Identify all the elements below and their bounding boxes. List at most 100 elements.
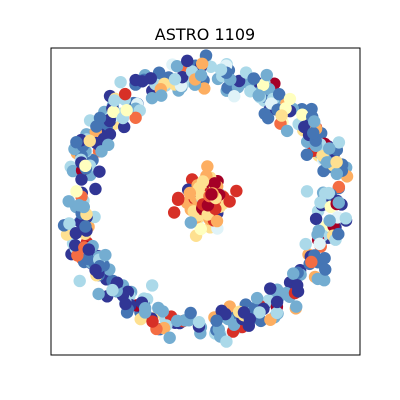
scatter-point (280, 124, 294, 138)
scatter-point (156, 305, 170, 318)
scatter-point (108, 94, 121, 107)
scatter-point (332, 227, 345, 241)
scatter-point (260, 68, 273, 82)
scatter-point (270, 306, 284, 320)
scatter-point (210, 314, 223, 327)
scatter-point (201, 160, 214, 173)
scatter-point (339, 212, 353, 225)
scatter-point (296, 108, 309, 121)
scatter-point (90, 120, 103, 133)
scatter-point (290, 300, 303, 313)
scatter-point (272, 88, 286, 101)
scatter-point (120, 104, 133, 117)
scatter-point (79, 220, 92, 233)
scatter-point (270, 295, 284, 309)
scatter-point (287, 267, 300, 280)
scatter-point (198, 82, 211, 95)
scatter-point (300, 148, 314, 161)
scatter-point (311, 272, 324, 286)
scatter-point (220, 335, 233, 348)
scatter-point (291, 279, 304, 292)
scatter-point (163, 331, 176, 344)
scatter-point (332, 180, 346, 194)
scatter-point (70, 135, 83, 149)
scatter-point (307, 126, 320, 140)
scatter-point (314, 196, 327, 209)
scatter-point (181, 54, 194, 68)
scatter-point (223, 195, 236, 208)
scatter-point (102, 138, 115, 152)
scatter-point (230, 184, 243, 198)
scatter-point (264, 282, 277, 295)
scatter-point (118, 87, 132, 101)
scatter-point (330, 167, 344, 181)
scatter-point (214, 63, 228, 76)
scatter-point (170, 314, 184, 328)
scatter-point (99, 248, 112, 262)
scatter-point (332, 136, 346, 149)
scatter-point (300, 185, 314, 198)
scatter-point (129, 111, 142, 124)
chart-title: ASTRO 1109 (155, 25, 255, 44)
scatter-point (210, 214, 224, 228)
scatter-point (192, 315, 206, 329)
scatter-point (208, 177, 221, 190)
scatter-point (319, 263, 332, 276)
scatter-point (247, 72, 261, 85)
scatter-point (89, 182, 102, 196)
scatter-point (252, 89, 265, 102)
scatter-point (168, 73, 182, 86)
scatter-point (145, 279, 159, 292)
scatter-point (70, 185, 83, 198)
scatter-point (299, 237, 312, 251)
scatter-point (77, 200, 91, 214)
scatter-point (219, 307, 232, 321)
scatter-point (92, 287, 105, 301)
scatter-points (57, 49, 354, 348)
scatter-point (201, 199, 215, 212)
scatter-point (194, 69, 208, 82)
scatter-point (320, 156, 334, 169)
scatter-point (318, 252, 331, 265)
scatter-point (253, 306, 266, 319)
scatter-point (66, 164, 80, 178)
scatter-point (172, 191, 185, 205)
scatter-point (305, 255, 318, 269)
scatter-point (237, 306, 251, 319)
scatter-point (62, 195, 75, 208)
scatter-point (155, 89, 168, 102)
scatter-point (194, 222, 207, 236)
plot-area-frame (50, 47, 361, 356)
scatter-point (332, 196, 345, 209)
scatter-point (63, 217, 76, 230)
scatter-point (283, 92, 297, 106)
scatter-point (298, 120, 311, 134)
scatter-point (119, 297, 132, 311)
scatter-point (184, 306, 197, 320)
scatter-point (79, 159, 92, 173)
scatter-point (280, 286, 293, 300)
scatter-point (323, 214, 336, 227)
scatter-point (196, 175, 210, 188)
scatter-point (205, 188, 218, 201)
scatter-point (93, 165, 106, 178)
scatter-point (114, 75, 127, 89)
scatter-point (107, 105, 120, 119)
scatter-point (330, 155, 343, 169)
scatter-point (82, 243, 95, 256)
scatter-point (256, 78, 270, 92)
scatter-point (129, 73, 142, 87)
scatter-point (195, 57, 209, 71)
scatter-point (184, 216, 198, 229)
scatter-point (309, 212, 323, 226)
scatter-point (83, 134, 96, 148)
scatter-point (106, 283, 119, 297)
scatter-point (250, 291, 264, 305)
scatter-point (323, 142, 336, 155)
scatter-point (73, 274, 86, 288)
scatter-point (69, 227, 83, 240)
scatter-point (146, 315, 159, 328)
scatter-point (167, 206, 181, 219)
scatter-point (138, 306, 152, 319)
